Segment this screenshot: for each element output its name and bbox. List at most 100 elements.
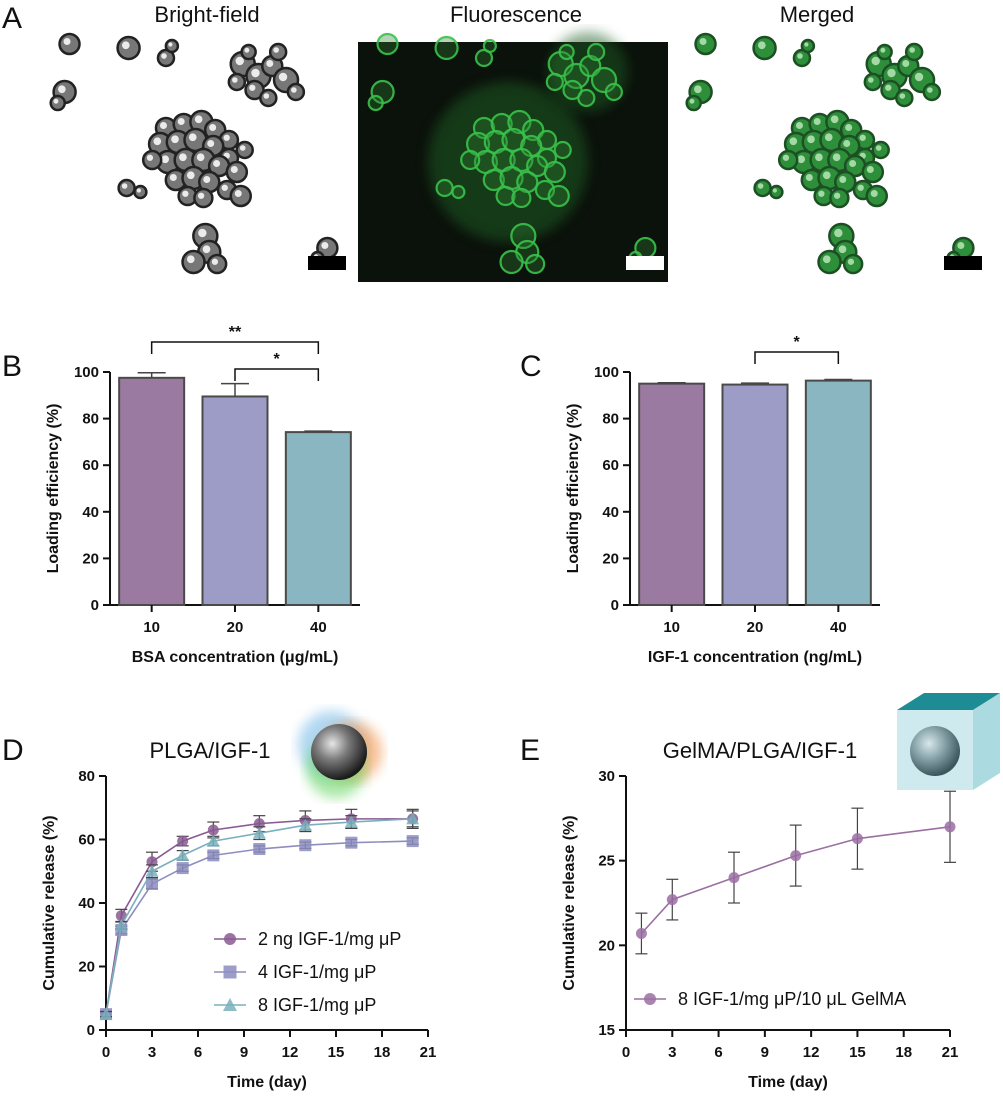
- cell-ring: [545, 72, 564, 92]
- cell-body: [753, 178, 772, 198]
- x-tick-label: 20: [747, 619, 764, 636]
- cell-highlight: [161, 53, 167, 59]
- cell-body: [193, 187, 214, 209]
- x-tick-label: 0: [102, 1044, 110, 1061]
- x-axis-label: Time (day): [227, 1074, 307, 1091]
- legend-label: 2 ng IGF-1/mg μP: [258, 929, 401, 949]
- data-point: [944, 821, 956, 833]
- cell-ring: [577, 88, 596, 108]
- significance-label: *: [274, 351, 281, 368]
- cell-body: [842, 253, 864, 275]
- panel-d-label: D: [2, 734, 24, 767]
- cell-body: [227, 72, 247, 92]
- cell-highlight: [169, 174, 177, 181]
- cell-highlight: [251, 68, 260, 78]
- cell-body: [483, 170, 504, 190]
- cell-body: [500, 251, 523, 273]
- cell-body: [235, 140, 254, 160]
- cell-ring: [590, 66, 618, 94]
- cell-highlight: [914, 72, 924, 82]
- y-tick-label: 60: [82, 457, 99, 474]
- cell-body: [164, 38, 180, 54]
- x-axis-label: BSA concentration (μg/mL): [132, 649, 339, 666]
- data-point: [145, 864, 159, 877]
- cell-body: [559, 45, 574, 59]
- cell-body: [452, 186, 465, 198]
- cell-body: [817, 249, 842, 275]
- cell-highlight: [232, 77, 238, 83]
- cell-body: [554, 142, 571, 158]
- significance-bracket: [234, 368, 320, 381]
- cell-highlight: [833, 192, 841, 199]
- series-3: 8 IGF-1/mg μP: [99, 810, 420, 1020]
- cell-highlight: [899, 93, 906, 99]
- x-tick-label: 21: [420, 1044, 437, 1061]
- cell-body: [229, 184, 253, 208]
- cell-highlight: [53, 98, 59, 104]
- cell-ring: [553, 140, 572, 160]
- cell-body: [876, 43, 893, 61]
- cell-highlight: [782, 154, 790, 161]
- y-axis-label: Loading efficiency (%): [45, 404, 62, 574]
- cell-ring: [604, 82, 623, 102]
- data-point: [176, 848, 190, 861]
- cell-highlight: [249, 84, 256, 91]
- cell-highlight: [186, 171, 195, 180]
- cell-highlight: [186, 255, 195, 264]
- cell-body: [895, 88, 914, 108]
- cell-highlight: [797, 53, 803, 59]
- cell-body: [922, 82, 942, 102]
- cell-highlight: [909, 47, 915, 53]
- series-1: 2 ng IGF-1/mg μP: [100, 808, 419, 1020]
- cell-body: [368, 96, 383, 110]
- cell-highlight: [813, 118, 821, 125]
- cell-ring: [562, 79, 583, 101]
- cell-highlight: [182, 190, 189, 197]
- cell-body: [435, 37, 458, 59]
- y-tick-label: 20: [82, 550, 99, 567]
- data-point: [253, 843, 266, 856]
- data-point: [176, 862, 189, 875]
- cell-highlight: [839, 176, 847, 183]
- data-point: [728, 872, 740, 884]
- cell-highlight: [845, 124, 853, 131]
- brightfield-image: [40, 32, 350, 282]
- cell-body: [483, 40, 496, 52]
- x-tick-label: 40: [310, 619, 327, 636]
- fluorescence-glow: [428, 82, 588, 242]
- data-point: [223, 965, 237, 979]
- scale-bar: [308, 256, 346, 270]
- cell-highlight: [58, 85, 66, 94]
- cell-body: [496, 187, 515, 205]
- x-tick-label: 10: [143, 619, 160, 636]
- cell-body: [49, 94, 66, 112]
- legend-label: 4 IGF-1/mg μP: [258, 962, 376, 982]
- significance-bracket: [150, 341, 320, 354]
- data-point: [299, 839, 312, 852]
- cell-highlight: [161, 155, 170, 164]
- cell-body: [371, 81, 394, 103]
- data-point: [298, 818, 312, 831]
- cell-highlight: [63, 38, 71, 45]
- y-tick-label: 60: [602, 457, 619, 474]
- cell-body: [492, 149, 515, 171]
- cell-highlight: [822, 255, 831, 264]
- cell-highlight: [832, 153, 841, 162]
- x-tick-label: 15: [849, 1044, 866, 1061]
- chart-e: GelMA/PLGA/IGF-1 15 20 25 30 0 3 6 9 12 15 18 21 8 IG…: [561, 738, 958, 1091]
- cell-body: [259, 88, 278, 108]
- cell-highlight: [159, 122, 167, 129]
- cell-highlight: [209, 124, 217, 131]
- cell-ring: [451, 184, 466, 200]
- panel-c-label: C: [520, 350, 542, 383]
- cell-highlight: [830, 115, 839, 124]
- data-point: [345, 836, 358, 849]
- cell-highlight: [321, 242, 329, 249]
- y-tick-label: 20: [602, 550, 619, 567]
- y-tick-label: 40: [78, 895, 95, 912]
- bar: [284, 431, 352, 607]
- cell-highlight: [887, 68, 896, 78]
- y-tick-label: 20: [598, 937, 615, 954]
- cell-ring: [534, 179, 556, 201]
